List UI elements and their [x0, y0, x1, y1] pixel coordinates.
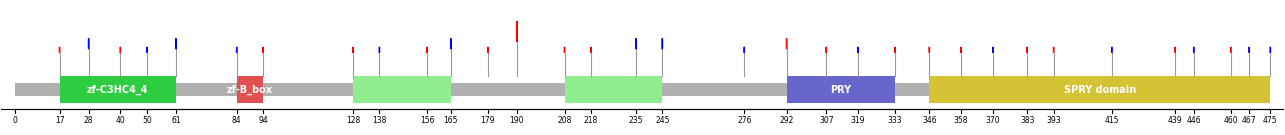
Text: 50: 50: [141, 116, 152, 125]
Text: 179: 179: [481, 116, 495, 125]
Text: 333: 333: [888, 116, 902, 125]
Text: 307: 307: [819, 116, 834, 125]
Text: zf-C3HC4_4: zf-C3HC4_4: [87, 84, 149, 95]
Text: 235: 235: [628, 116, 642, 125]
Text: 208: 208: [558, 116, 572, 125]
Text: 245: 245: [655, 116, 669, 125]
FancyBboxPatch shape: [929, 76, 1271, 104]
Text: 190: 190: [510, 116, 524, 125]
Text: 61: 61: [171, 116, 181, 125]
Text: 467: 467: [1241, 116, 1257, 125]
FancyBboxPatch shape: [564, 76, 662, 104]
Text: 84: 84: [231, 116, 242, 125]
FancyBboxPatch shape: [59, 76, 176, 104]
FancyBboxPatch shape: [236, 76, 263, 104]
Text: zf-B_box: zf-B_box: [227, 84, 272, 95]
FancyBboxPatch shape: [14, 83, 1271, 96]
Text: 475: 475: [1263, 116, 1277, 125]
Text: 156: 156: [420, 116, 434, 125]
Text: 94: 94: [258, 116, 269, 125]
Text: 40: 40: [116, 116, 125, 125]
Text: 138: 138: [373, 116, 387, 125]
Text: 218: 218: [583, 116, 598, 125]
Text: 460: 460: [1223, 116, 1237, 125]
FancyBboxPatch shape: [786, 76, 894, 104]
Text: 358: 358: [953, 116, 969, 125]
Text: 165: 165: [443, 116, 457, 125]
Text: 446: 446: [1186, 116, 1201, 125]
Text: 128: 128: [346, 116, 360, 125]
Text: PRY: PRY: [830, 85, 852, 94]
Text: 28: 28: [84, 116, 94, 125]
Text: SPRY domain: SPRY domain: [1064, 85, 1136, 94]
Text: 393: 393: [1046, 116, 1061, 125]
Text: 17: 17: [55, 116, 64, 125]
Text: 276: 276: [738, 116, 752, 125]
Text: 346: 346: [923, 116, 937, 125]
Text: 415: 415: [1105, 116, 1119, 125]
Text: 370: 370: [986, 116, 1000, 125]
Text: 292: 292: [780, 116, 794, 125]
Text: 319: 319: [851, 116, 865, 125]
Text: 0: 0: [12, 116, 17, 125]
FancyBboxPatch shape: [353, 76, 451, 104]
Text: 439: 439: [1168, 116, 1182, 125]
Text: 383: 383: [1020, 116, 1034, 125]
